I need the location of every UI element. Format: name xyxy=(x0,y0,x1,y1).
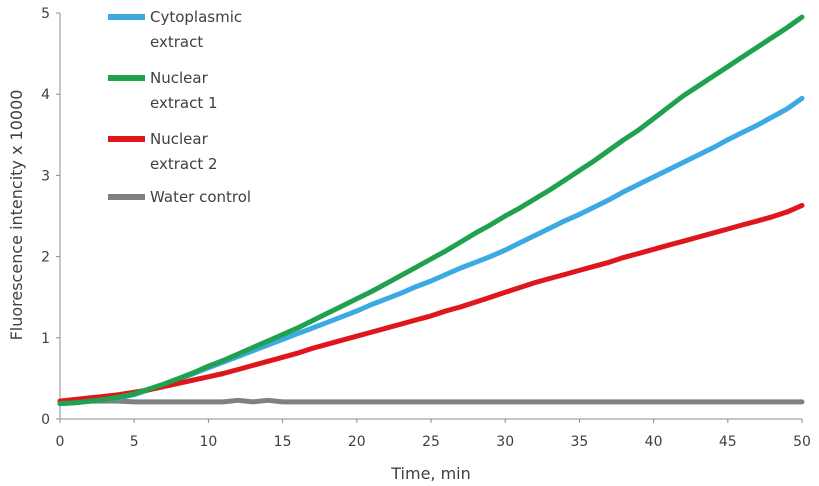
x-tick-label: 30 xyxy=(496,434,514,450)
x-axis-title: Time, min xyxy=(390,464,471,483)
y-ticks: 0 1 2 3 4 5 xyxy=(41,6,60,428)
x-tick-label: 25 xyxy=(422,434,440,450)
legend-label-0: Cytoplasmic xyxy=(150,8,242,26)
legend-label-2: Nuclear xyxy=(150,130,209,148)
x-tick-label: 45 xyxy=(719,434,737,450)
legend-label-1: Nuclear xyxy=(150,69,209,87)
x-tick-label: 15 xyxy=(274,434,292,450)
y-tick-label: 4 xyxy=(41,87,50,103)
legend-label-2: extract 2 xyxy=(150,155,218,173)
x-tick-label: 40 xyxy=(645,434,663,450)
y-tick-label: 2 xyxy=(41,250,50,266)
y-axis-title: Fluorescence intencity x 10000 xyxy=(7,90,26,341)
series-line-3 xyxy=(57,397,805,405)
series-line-2 xyxy=(57,202,805,404)
x-tick-label: 5 xyxy=(130,434,139,450)
y-tick-label: 1 xyxy=(41,331,50,347)
legend-label-0: extract xyxy=(150,33,203,51)
y-tick-label: 3 xyxy=(41,168,50,184)
x-tick-label: 0 xyxy=(56,434,65,450)
x-tick-label: 50 xyxy=(793,434,811,450)
series-lines xyxy=(57,14,805,407)
legend: Cytoplasmic extract Nuclear extract 1 Nuclea… xyxy=(108,8,251,206)
x-tick-label: 20 xyxy=(348,434,366,450)
x-tick-label: 35 xyxy=(570,434,588,450)
x-ticks: 0 5 10 15 20 25 30 35 40 45 50 xyxy=(56,419,811,450)
x-tick-label: 10 xyxy=(199,434,217,450)
series-line-1 xyxy=(57,14,805,407)
y-tick-label: 5 xyxy=(41,6,50,22)
legend-label-1: extract 1 xyxy=(150,94,218,112)
legend-label-3: Water control xyxy=(150,188,251,206)
y-tick-label: 0 xyxy=(41,412,50,428)
